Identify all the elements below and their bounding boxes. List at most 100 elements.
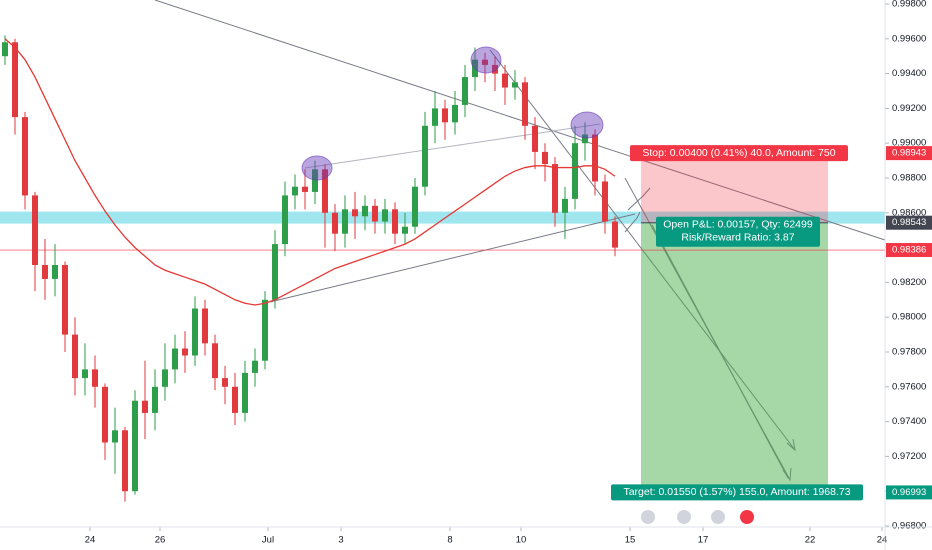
candle-body <box>2 42 8 57</box>
candle-body <box>302 186 308 192</box>
y-tick-label: 0.98800 <box>892 173 926 184</box>
x-tick-label: 24 <box>877 535 888 546</box>
candle-body <box>492 64 498 74</box>
candle-body <box>142 400 148 413</box>
candle-body <box>352 209 358 217</box>
trend-line <box>269 213 636 303</box>
moving-average <box>4 38 616 306</box>
candle-body <box>552 164 558 213</box>
price-marker-box <box>886 485 932 500</box>
pnl-label-box <box>656 216 820 247</box>
candle-body <box>602 181 608 222</box>
highlight-ellipse <box>570 111 604 139</box>
stop-label-box <box>630 145 848 162</box>
price-marker-box <box>886 243 932 258</box>
candle-body <box>102 386 108 443</box>
pnl-label: Open P&L: 0.00157, Qty: 62499 <box>663 218 813 230</box>
position-layer <box>0 153 885 493</box>
candle-body <box>42 265 48 279</box>
target-zone <box>641 222 828 493</box>
candles-layer <box>2 35 618 502</box>
price-marker-box <box>886 146 932 161</box>
candle-body <box>342 209 348 234</box>
event-icon <box>677 510 691 524</box>
candle-body <box>372 205 378 222</box>
y-tick-label: 0.96800 <box>892 521 926 532</box>
y-tick-label: 0.99800 <box>892 0 926 10</box>
trend-line <box>304 123 601 169</box>
candle-body <box>502 73 508 88</box>
candle-body <box>222 378 228 387</box>
candle-body <box>232 386 238 413</box>
candle-body <box>362 205 368 217</box>
x-tick-label: 24 <box>85 535 96 546</box>
candle-body <box>432 108 438 126</box>
y-tick-label: 0.97600 <box>892 381 926 392</box>
candle-body <box>12 42 18 118</box>
highlight-ellipse <box>301 155 333 181</box>
candle-body <box>482 59 488 65</box>
candle-body <box>412 186 418 227</box>
candle-body <box>322 169 328 213</box>
candle-body <box>542 151 548 165</box>
x-tick-label: 26 <box>155 535 166 546</box>
candle-body <box>242 372 248 413</box>
y-tick-label: 0.99600 <box>892 33 926 44</box>
stop-label: Stop: 0.00400 (0.41%) 40.0, Amount: 750 <box>642 147 835 159</box>
candle-body <box>72 334 78 379</box>
candle-body <box>92 369 98 387</box>
candle-body <box>32 195 38 265</box>
candle-body <box>402 226 408 234</box>
candle-body <box>112 430 118 443</box>
candle-body <box>382 209 388 222</box>
candle-body <box>612 221 618 248</box>
candle-body <box>192 308 198 356</box>
small-arrow <box>627 187 651 211</box>
price-marker-label: 0.98543 <box>892 217 926 228</box>
candle-body <box>62 265 68 335</box>
candle-body <box>572 143 578 199</box>
y-tick-label: 0.98600 <box>892 207 926 218</box>
highlights <box>301 46 604 181</box>
trend-line <box>154 0 886 241</box>
candle-body <box>562 198 568 213</box>
rr-label: Risk/Reward Ratio: 3.87 <box>681 231 794 243</box>
candle-body <box>512 82 518 88</box>
target-label: Target: 0.01550 (1.57%) 155.0, Amount: 1… <box>623 486 850 498</box>
x-tick-label: 10 <box>516 535 527 546</box>
event-icon <box>641 510 655 524</box>
y-tick-label: 0.97200 <box>892 451 926 462</box>
y-tick-label: 0.99000 <box>892 138 926 149</box>
price-marker-label: 0.96993 <box>892 487 926 498</box>
y-tick-label: 0.99200 <box>892 103 926 114</box>
candle-body <box>132 400 138 492</box>
candle-body <box>162 369 168 387</box>
candle-body <box>152 386 158 413</box>
candle-body <box>522 82 528 126</box>
candle-body <box>282 195 288 245</box>
candle-body <box>82 369 88 379</box>
y-tick-label: 0.98000 <box>892 312 926 323</box>
candle-body <box>272 244 278 300</box>
target-label-box <box>611 484 863 501</box>
candle-body <box>452 104 458 123</box>
event-icon <box>740 510 754 524</box>
y-tick-label: 0.97400 <box>892 416 926 427</box>
candle-body <box>212 343 218 379</box>
price-marker-label: 0.98386 <box>892 245 926 256</box>
x-tick-label: 8 <box>447 535 452 546</box>
candle-body <box>592 134 598 182</box>
candle-body <box>262 299 268 361</box>
candle-body <box>292 186 298 196</box>
y-tick-label: 0.97800 <box>892 347 926 358</box>
candle-body <box>392 209 398 234</box>
label-layer: 0.99800 0.99600 0.99400 0.99200 0.99000 0.988… <box>85 0 932 546</box>
candle-body <box>52 265 58 279</box>
x-tick-label: Jul <box>262 535 274 546</box>
small-arrow <box>624 211 641 233</box>
candle-body <box>442 108 448 123</box>
candle-body <box>312 169 318 192</box>
candle-body <box>462 77 468 105</box>
candle-body <box>582 134 588 144</box>
price-marker-box <box>886 215 932 230</box>
